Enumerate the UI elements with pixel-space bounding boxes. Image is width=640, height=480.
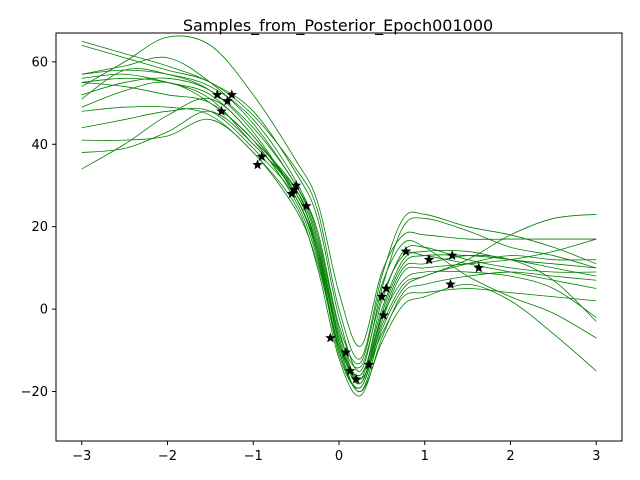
x-tick-label: 0 xyxy=(335,449,343,464)
observation-star xyxy=(252,159,263,170)
sample-curve-9 xyxy=(81,81,597,392)
observation-star xyxy=(473,262,485,273)
observation-star xyxy=(226,89,238,100)
observation-star xyxy=(290,179,302,190)
sample-curve-8 xyxy=(81,35,597,347)
sample-curve-11 xyxy=(81,107,597,389)
sample-curve-2 xyxy=(81,44,597,360)
sample-curve-13 xyxy=(81,110,597,377)
sample-curve-10 xyxy=(81,105,597,397)
posterior-sample-curves xyxy=(81,35,597,397)
observation-star xyxy=(325,332,336,343)
observation-star xyxy=(216,105,227,116)
x-tick-label: −2 xyxy=(158,449,177,464)
observation-star xyxy=(301,200,312,211)
observation-star xyxy=(376,291,388,302)
observation-star xyxy=(445,278,456,289)
observation-star xyxy=(378,309,389,320)
x-tick-label: −1 xyxy=(244,449,263,464)
observation-star xyxy=(344,365,356,376)
observation-star xyxy=(340,346,352,357)
observation-markers xyxy=(211,89,485,384)
y-axis-ticks: −20 0 20 40 60 xyxy=(21,55,56,400)
observation-star xyxy=(423,254,435,265)
x-tick-label: 1 xyxy=(421,449,429,464)
observation-star xyxy=(289,184,300,195)
sample-curve-16 xyxy=(81,82,597,384)
observation-star xyxy=(380,283,392,293)
sample-curve-1 xyxy=(81,40,597,372)
observation-star xyxy=(211,89,223,100)
x-tick-label: −3 xyxy=(72,449,91,464)
y-tick-label: −20 xyxy=(21,385,48,400)
observation-star xyxy=(222,95,233,106)
observation-star xyxy=(256,151,268,162)
y-tick-label: 0 xyxy=(40,303,48,318)
observation-star xyxy=(446,250,458,260)
chart-title: Samples_from_Posterior_Epoch001000 xyxy=(183,16,493,36)
y-tick-label: 20 xyxy=(31,220,48,235)
observation-star xyxy=(350,373,362,384)
y-tick-label: 60 xyxy=(31,55,48,70)
sample-curve-5 xyxy=(81,77,597,377)
sample-curve-3 xyxy=(81,69,597,380)
x-tick-label: 2 xyxy=(506,449,514,464)
sample-curve-7 xyxy=(81,68,597,389)
x-tick-label: 3 xyxy=(592,449,600,464)
sample-curve-12 xyxy=(81,118,597,380)
sample-curve-14 xyxy=(81,97,597,392)
y-tick-label: 40 xyxy=(31,138,48,153)
plot-frame xyxy=(55,32,623,442)
x-axis-ticks: −3 −2 −1 0 1 2 3 xyxy=(72,441,600,464)
observation-star xyxy=(363,359,375,370)
observation-star xyxy=(400,245,412,256)
